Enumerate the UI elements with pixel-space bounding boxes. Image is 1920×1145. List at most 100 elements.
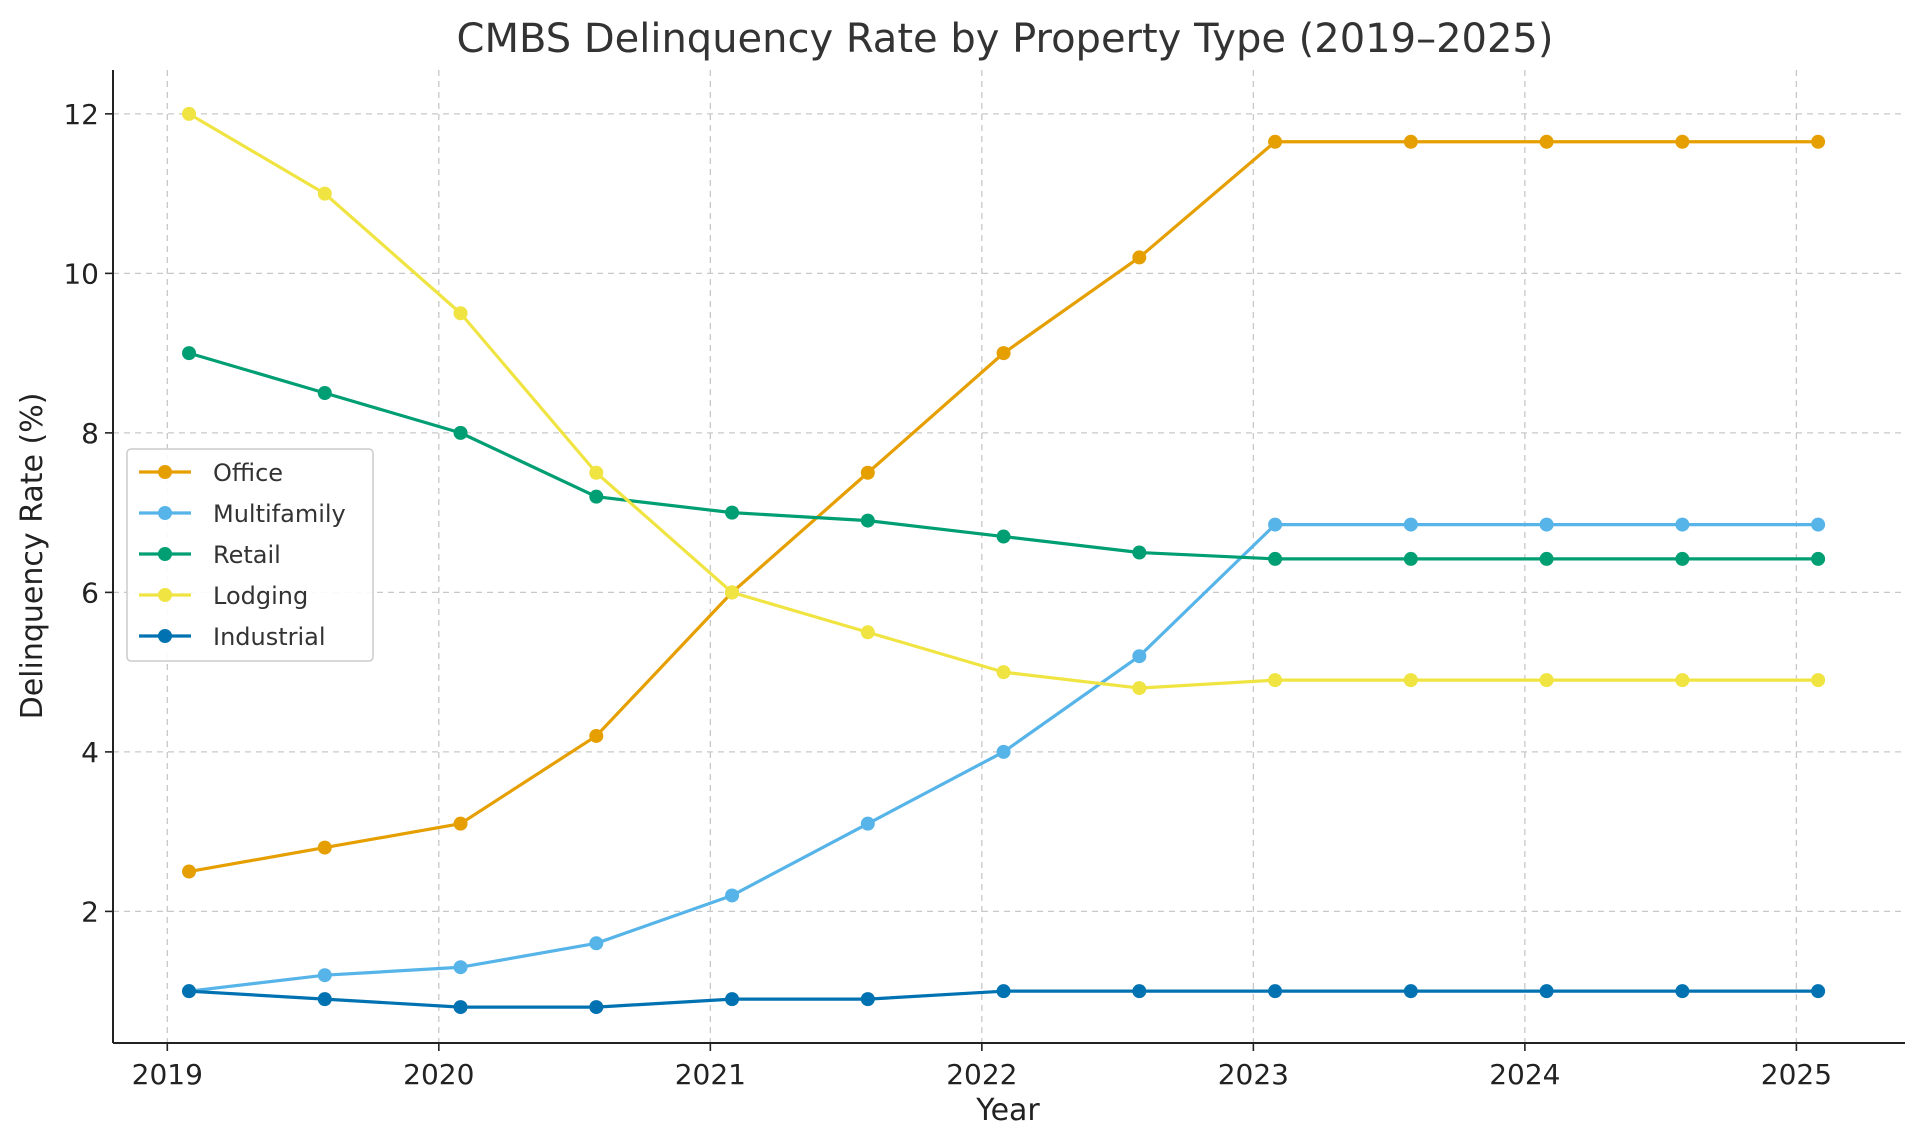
legend-label: Lodging: [213, 582, 308, 610]
y-tick-label: 6: [81, 576, 99, 609]
data-point-lodging: [1403, 673, 1418, 688]
legend-label: Retail: [213, 541, 281, 569]
x-tick-label: 2019: [132, 1058, 203, 1091]
data-point-lodging: [1132, 681, 1147, 696]
data-point-retail: [1539, 551, 1554, 566]
legend-entry-lodging: Lodging: [139, 582, 308, 610]
x-tick-label: 2023: [1218, 1058, 1289, 1091]
data-point-office: [1268, 134, 1283, 149]
data-point-office: [860, 465, 875, 480]
data-point-industrial: [1539, 984, 1554, 999]
data-point-industrial: [1132, 984, 1147, 999]
y-tick-label: 4: [81, 736, 99, 769]
data-point-office: [453, 816, 468, 831]
legend-entry-retail: Retail: [139, 541, 281, 569]
data-point-lodging: [1811, 673, 1826, 688]
legend-label: Industrial: [213, 623, 326, 651]
data-point-industrial: [317, 992, 332, 1007]
series-multifamily: [182, 517, 1826, 999]
data-point-retail: [1403, 551, 1418, 566]
data-point-retail: [1132, 545, 1147, 560]
chart-title: CMBS Delinquency Rate by Property Type (…: [457, 16, 1554, 62]
series-line-retail: [187, 351, 1820, 561]
data-point-office: [1539, 134, 1554, 149]
data-point-retail: [996, 529, 1011, 544]
data-point-lodging: [725, 585, 740, 600]
legend-swatch-marker: [158, 506, 172, 520]
data-point-lodging: [1675, 673, 1690, 688]
data-point-retail: [182, 346, 197, 361]
data-point-lodging: [996, 665, 1011, 680]
data-point-multifamily: [1403, 517, 1418, 532]
data-point-lodging: [1268, 673, 1283, 688]
data-point-industrial: [1675, 984, 1690, 999]
data-point-lodging: [453, 306, 468, 321]
x-tick-label: 2022: [946, 1058, 1017, 1091]
x-tick-label: 2025: [1761, 1058, 1832, 1091]
series-industrial: [182, 984, 1826, 1015]
legend-swatch-marker: [158, 547, 172, 561]
legend-box: [126, 448, 374, 662]
data-point-multifamily: [1132, 649, 1147, 664]
data-point-industrial: [996, 984, 1011, 999]
data-point-industrial: [860, 992, 875, 1007]
data-point-multifamily: [1675, 517, 1690, 532]
data-point-multifamily: [860, 816, 875, 831]
data-point-industrial: [1811, 984, 1826, 999]
data-point-retail: [1268, 551, 1283, 566]
y-tick-label: 12: [63, 98, 99, 131]
data-point-multifamily: [1268, 517, 1283, 532]
data-point-lodging: [1539, 673, 1554, 688]
data-point-industrial: [453, 1000, 468, 1015]
y-tick-label: 8: [81, 417, 99, 450]
legend-entry-office: Office: [139, 459, 283, 487]
grid: [113, 70, 1905, 1043]
data-point-office: [589, 728, 604, 743]
data-point-retail: [317, 386, 332, 401]
data-point-retail: [1811, 551, 1826, 566]
series-office: [182, 134, 1826, 879]
legend-entry-multifamily: Multifamily: [139, 500, 346, 528]
data-point-multifamily: [453, 960, 468, 975]
data-point-industrial: [1403, 984, 1418, 999]
axes: [112, 70, 1905, 1044]
data-point-multifamily: [725, 888, 740, 903]
data-point-office: [317, 840, 332, 855]
data-point-office: [1403, 134, 1418, 149]
series-lodging: [182, 106, 1826, 696]
data-point-lodging: [860, 625, 875, 640]
data-point-retail: [589, 489, 604, 504]
y-axis-label: Delinquency Rate (%): [15, 393, 50, 720]
data-point-office: [1132, 250, 1147, 265]
x-tick-label: 2021: [675, 1058, 746, 1091]
data-point-industrial: [1268, 984, 1283, 999]
data-point-retail: [860, 513, 875, 528]
y-ticks: 2 4 6 8 10 12: [63, 98, 113, 928]
data-point-office: [182, 864, 197, 879]
legend-items: Office Multifamily Retail Lodging Industrial: [139, 459, 346, 651]
legend-entry-industrial: Industrial: [139, 623, 326, 651]
data-point-multifamily: [317, 968, 332, 983]
series-line-lodging: [187, 112, 1820, 690]
data-point-office: [1675, 134, 1690, 149]
x-ticks: 2019 2020 2021 2022 2023 2024 2025: [132, 1043, 1832, 1091]
x-axis-label: Year: [975, 1093, 1040, 1128]
data-point-multifamily: [1811, 517, 1826, 532]
data-point-multifamily: [996, 744, 1011, 759]
legend: Office Multifamily Retail Lodging Industrial: [126, 448, 374, 662]
series-lines: [182, 106, 1826, 1015]
legend-label: Office: [213, 459, 283, 487]
data-point-industrial: [725, 992, 740, 1007]
legend-label: Multifamily: [213, 500, 346, 528]
series-retail: [182, 346, 1826, 566]
legend-swatch-marker: [158, 629, 172, 643]
data-point-multifamily: [1539, 517, 1554, 532]
legend-swatch-marker: [158, 465, 172, 479]
data-point-industrial: [589, 1000, 604, 1015]
x-tick-label: 2020: [403, 1058, 474, 1091]
series-line-office: [187, 140, 1820, 874]
data-point-industrial: [182, 984, 197, 999]
y-tick-label: 10: [63, 257, 99, 290]
data-point-retail: [1675, 551, 1690, 566]
